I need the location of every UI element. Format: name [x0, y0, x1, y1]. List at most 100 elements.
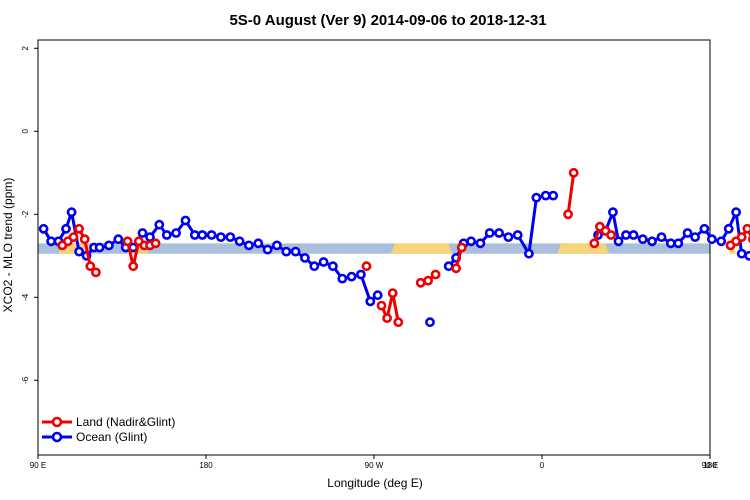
land-point-6-0: [563, 209, 573, 220]
ocean-point-0-10: [113, 234, 124, 245]
ocean-point-3-9: [665, 238, 676, 249]
land-point-0-4: [79, 234, 90, 245]
ocean-point-2-3: [466, 236, 476, 247]
ocean-point-3-15: [716, 236, 727, 247]
land-point-3-1: [382, 313, 392, 323]
ocean-point-2-11: [540, 190, 551, 201]
legend-marker-ocean: [51, 431, 63, 443]
land-point-7-0: [589, 238, 600, 249]
y-tick-label-4: -6: [21, 376, 30, 384]
legend: Land (Nadir&Glint) Ocean (Glint): [40, 412, 190, 447]
ocean-point-0-22: [215, 232, 226, 242]
ocean-point-3-19: [744, 250, 750, 261]
ocean-point-3-3: [613, 236, 624, 247]
ocean-point-0-34: [327, 261, 338, 272]
ocean-point-0-17: [171, 228, 181, 238]
ocean-point-0-13: [137, 228, 148, 238]
ocean-point-0-31: [299, 252, 310, 263]
ocean-point-0-3: [61, 223, 71, 234]
land-point-2-0: [361, 261, 372, 272]
y-tick-label-0: 2: [21, 46, 30, 51]
y-tick-label-1: 0: [21, 129, 30, 134]
land-point-0-3: [74, 223, 84, 234]
ocean-point-0-38: [365, 296, 376, 307]
chart-title: 5S-0 August (Ver 9) 2014-09-06 to 2018-1…: [229, 12, 546, 29]
land-point-0-2: [68, 232, 79, 242]
ocean-point-0-18: [180, 215, 191, 226]
x-axis-label: Longitude (deg E): [327, 476, 422, 490]
ocean-point-0-35: [337, 273, 348, 284]
legend-background: [40, 412, 190, 447]
ocean-point-2-12: [548, 190, 559, 201]
ocean-point-3-17: [731, 207, 741, 218]
y-tick-label-2: -2: [21, 210, 30, 218]
land-line-3: [380, 291, 400, 323]
ocean-point-0-33: [318, 257, 329, 267]
ocean-point-0-39: [372, 290, 383, 301]
ocean-point-3-6: [637, 234, 648, 245]
ocean-point-3-16: [723, 223, 734, 234]
ocean-point-0-19: [189, 230, 200, 240]
y-tick-label-3: -4: [21, 293, 30, 301]
ocean-point-3-11: [682, 228, 693, 238]
land-point-5-1: [456, 242, 467, 253]
ocean-point-0-30: [290, 246, 301, 257]
ocean-point-2-8: [512, 230, 523, 240]
legend-label-land: Land (Nadir&Glint): [76, 415, 175, 429]
legend-label-ocean: Ocean (Glint): [76, 430, 147, 444]
ocean-point-0-29: [281, 246, 292, 257]
ocean-point-0-24: [234, 236, 245, 247]
ocean-point-3-18: [736, 248, 747, 259]
ocean-point-0-9: [104, 240, 114, 251]
land-point-1-0: [122, 236, 133, 247]
ocean-point-3-12: [690, 232, 700, 242]
ocean-point-2-5: [484, 228, 495, 238]
land-band-segment-3: [556, 243, 610, 254]
x-tick-label-4: 90 E: [702, 461, 718, 470]
ocean-point-0-20: [197, 230, 208, 240]
x-tick-label-5: 180: [703, 461, 717, 470]
ocean-point-0-0: [38, 223, 49, 234]
ocean-point-1-0: [425, 317, 435, 328]
ocean-point-0-32: [309, 261, 320, 272]
ocean-point-0-26: [253, 238, 264, 249]
x-tick-label-2: 90 W: [365, 461, 384, 470]
ocean-point-0-16: [161, 230, 172, 240]
ocean-point-0-25: [243, 240, 254, 251]
ocean-point-3-14: [707, 234, 717, 245]
land-point-1-1: [128, 261, 139, 272]
reference-band: [38, 243, 710, 254]
land-point-5-0: [451, 263, 461, 274]
y-axis-label: XCO2 - MLO trend (ppm): [1, 178, 15, 313]
ocean-point-0-27: [262, 244, 273, 255]
x-tick-label-1: 180: [199, 461, 213, 470]
ocean-point-0-36: [346, 271, 357, 282]
ocean-point-2-7: [503, 232, 514, 242]
land-point-6-1: [568, 167, 579, 178]
land-point-0-5: [85, 261, 96, 272]
ocean-point-0-23: [225, 232, 236, 242]
x-tick-label-0: 90 E: [30, 461, 46, 470]
ocean-point-0-4: [66, 207, 77, 218]
ocean-point-0-21: [206, 230, 217, 240]
ocean-line-0: [42, 210, 379, 303]
land-point-3-2: [387, 288, 398, 298]
ocean-point-2-10: [531, 192, 542, 203]
ocean-point-0-15: [154, 219, 165, 230]
land-band-segment-2: [390, 243, 453, 254]
ocean-point-0-8: [94, 242, 105, 253]
land-point-8-3: [742, 223, 750, 234]
ocean-point-0-28: [271, 240, 282, 251]
ocean-point-2-4: [475, 238, 486, 249]
legend-marker-land: [51, 416, 63, 428]
ocean-point-3-2: [608, 207, 618, 218]
ocean-point-0-37: [355, 269, 366, 280]
land-point-8-2: [736, 232, 747, 242]
land-point-0-6: [91, 267, 101, 278]
ocean-point-3-5: [628, 230, 639, 240]
ocean-point-2-9: [524, 248, 534, 259]
ocean-point-0-5: [74, 246, 84, 257]
land-point-7-3: [606, 230, 616, 240]
